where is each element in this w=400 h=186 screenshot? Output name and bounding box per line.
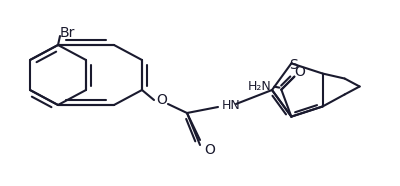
Text: O: O (156, 93, 168, 107)
Text: O: O (294, 65, 305, 79)
Text: H₂N: H₂N (248, 80, 271, 93)
Text: Br: Br (60, 26, 75, 40)
Text: O: O (204, 143, 216, 157)
Text: HN: HN (222, 99, 241, 111)
Text: S: S (289, 58, 298, 72)
